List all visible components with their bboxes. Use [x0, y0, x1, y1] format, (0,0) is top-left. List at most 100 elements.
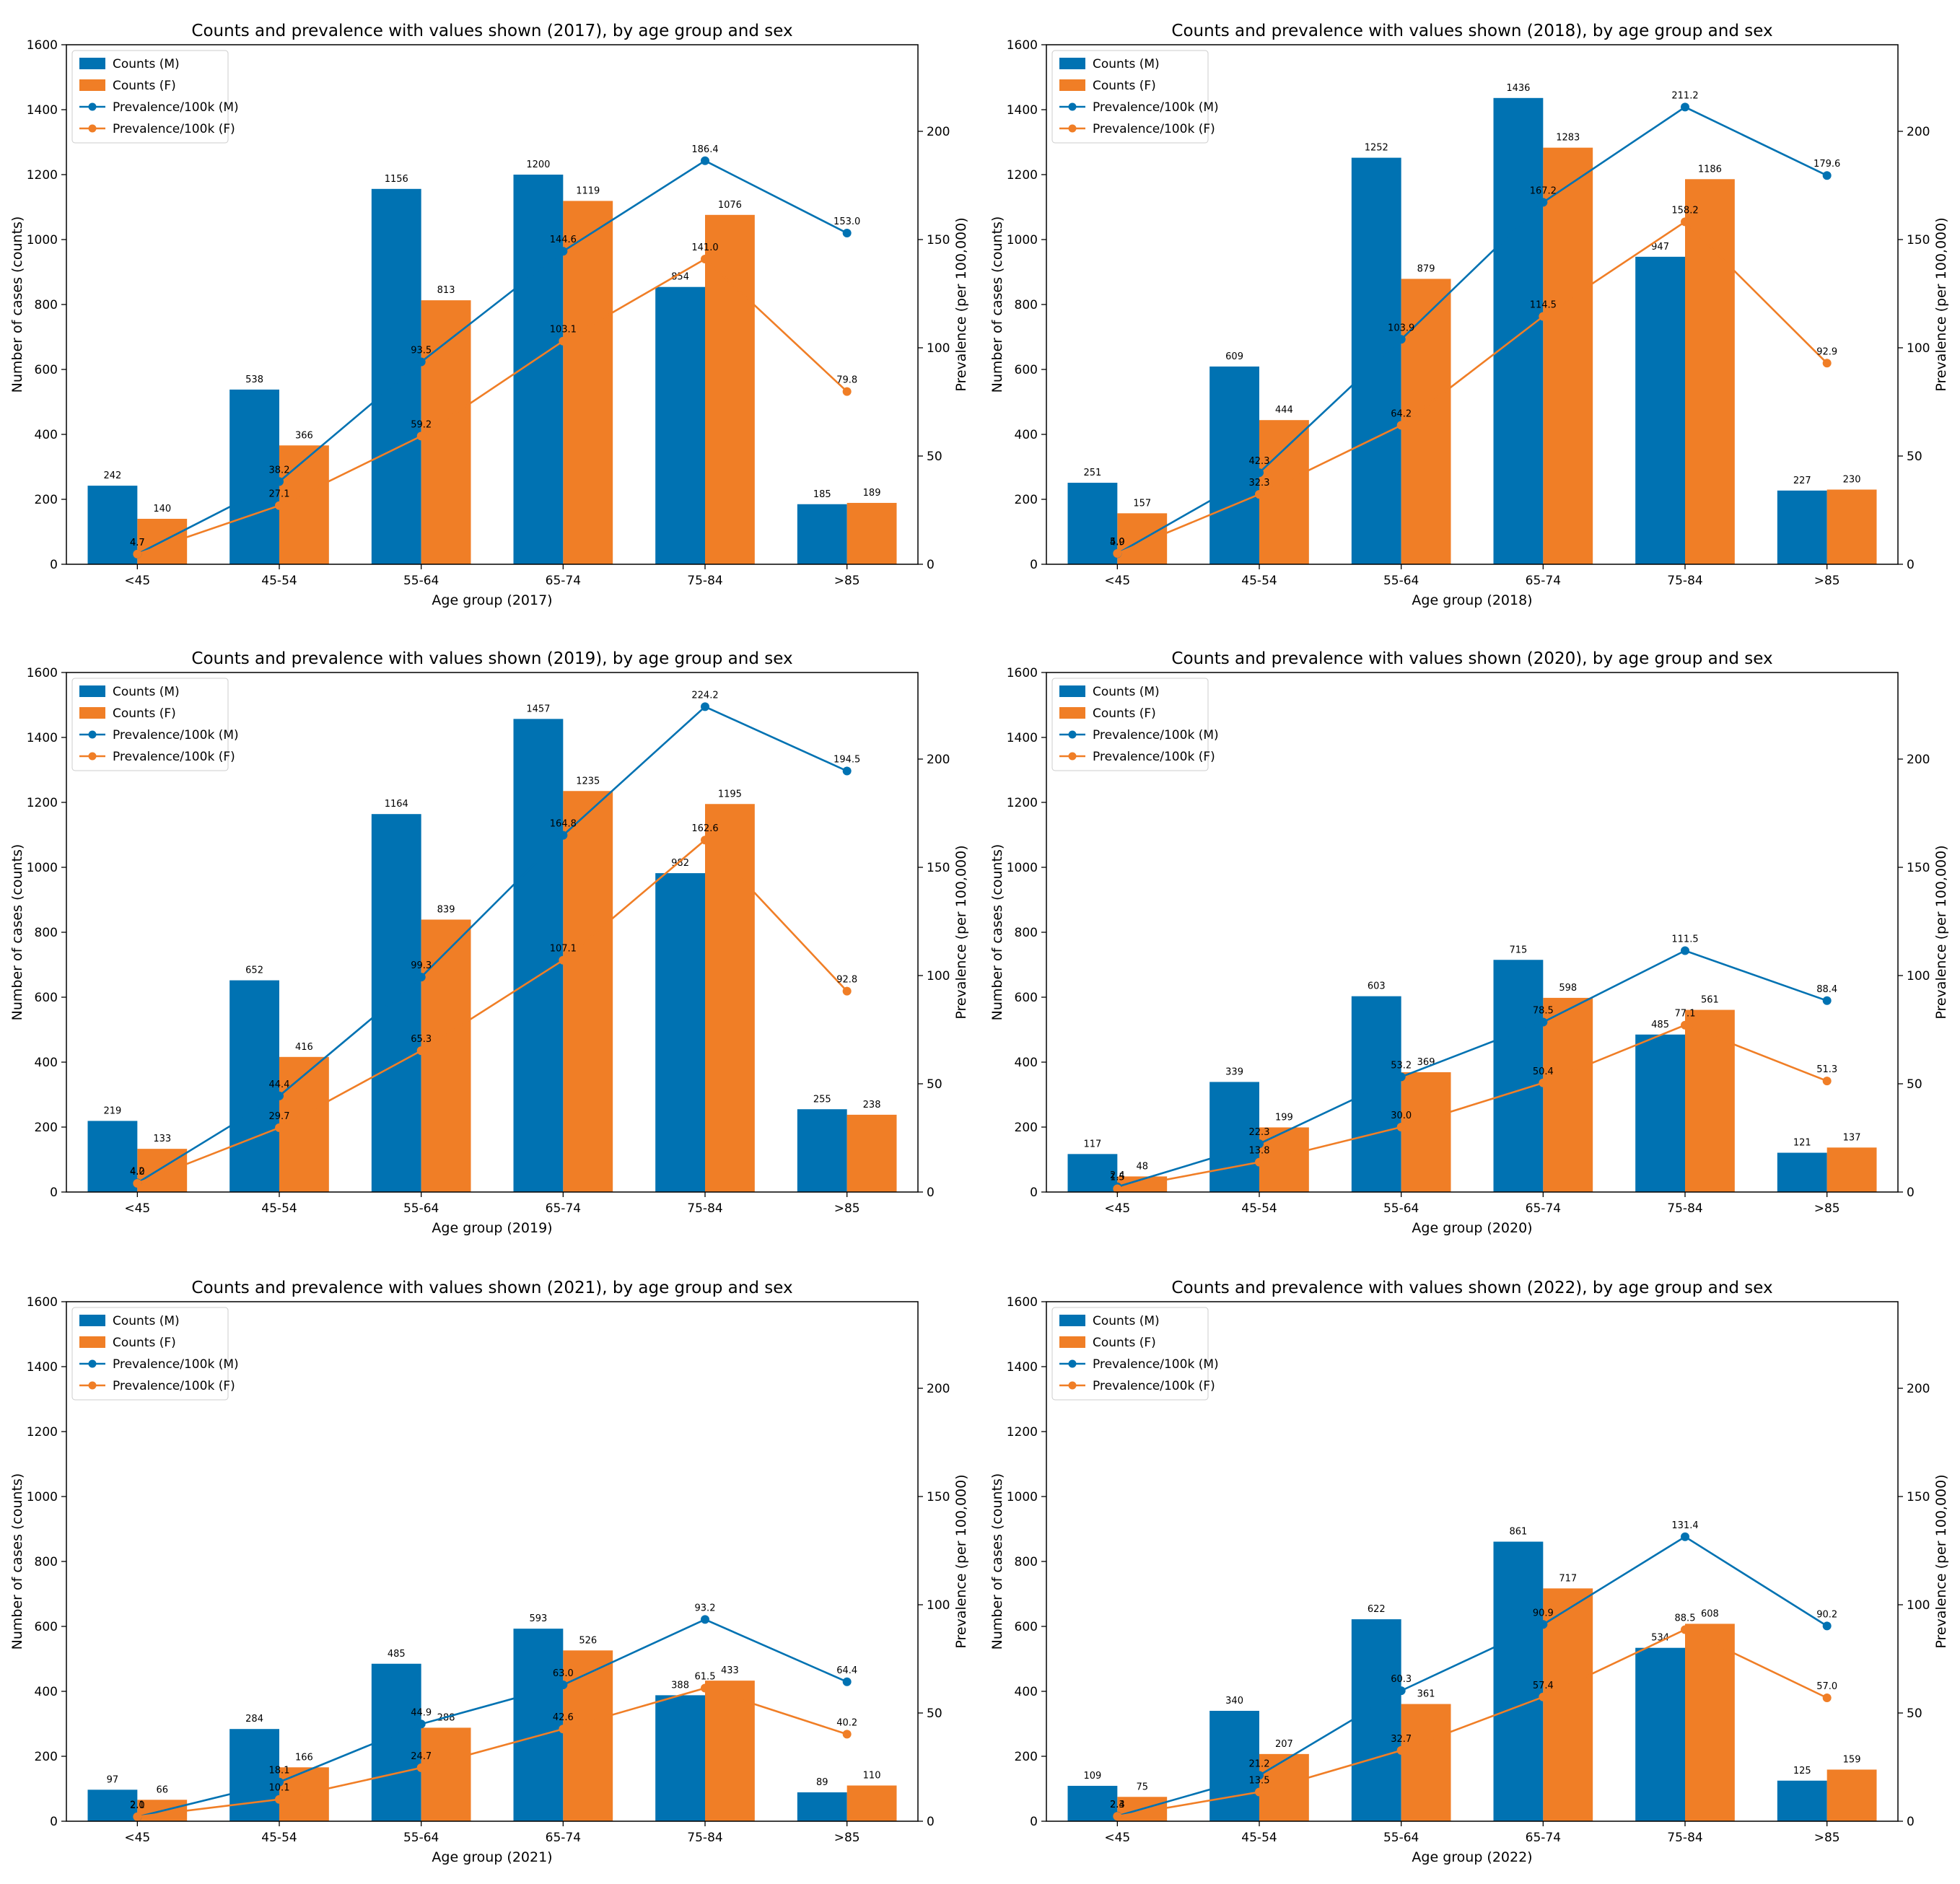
prevalence-value-label: 153.0	[834, 216, 860, 227]
x-tick-label: 65-74	[546, 1831, 581, 1845]
bar-male	[87, 1789, 138, 1821]
y-tick-label: 1400	[27, 731, 58, 745]
prevalence-point	[275, 477, 284, 486]
prevalence-value-label: 63.0	[553, 1668, 574, 1679]
legend-label: Counts (F)	[113, 1336, 176, 1350]
prevalence-point	[1255, 468, 1264, 478]
y-tick-label: 800	[35, 298, 58, 312]
bar-value-label: 598	[1559, 983, 1577, 994]
prevalence-point	[559, 336, 568, 346]
prevalence-value-label: 162.6	[691, 823, 718, 834]
legend-marker	[88, 124, 97, 133]
prevalence-point	[559, 955, 568, 965]
prevalence-point	[1539, 198, 1548, 207]
prevalence-value-label: 64.4	[836, 1665, 857, 1676]
y-tick-label: 1400	[1007, 731, 1038, 745]
bar-value-label: 159	[1843, 1754, 1861, 1765]
legend-label: Counts (M)	[113, 685, 180, 699]
bar-male	[371, 814, 421, 1192]
x-tick-label: <45	[124, 1831, 150, 1845]
prevalence-value-label: 10.1	[269, 1783, 290, 1794]
x-tick-label: 45-54	[1241, 574, 1277, 588]
y2-tick-label: 150	[927, 1490, 950, 1504]
legend-label: Counts (F)	[113, 706, 176, 721]
y-tick-label: 1200	[1007, 796, 1038, 810]
x-axis-label: Age group (2022)	[1412, 1849, 1532, 1865]
prevalence-value-label: 167.2	[1530, 185, 1557, 196]
y-axis-label: Number of cases (counts)	[9, 844, 25, 1021]
bar-male	[371, 188, 421, 564]
y-tick-label: 1200	[1007, 1425, 1038, 1440]
prevalence-line-male	[137, 1618, 848, 1818]
bar-value-label: 538	[245, 374, 263, 385]
bar-value-label: 366	[295, 430, 313, 441]
prevalence-value-label: 51.3	[1816, 1064, 1837, 1075]
prevalence-point	[1396, 421, 1406, 430]
legend-label: Prevalence/100k (F)	[113, 750, 235, 764]
prevalence-line-male	[136, 159, 848, 556]
prevalence-point	[275, 1795, 284, 1804]
bar-male	[1493, 1541, 1544, 1821]
prevalence-point	[1822, 1621, 1832, 1631]
prevalence-value-label: 211.2	[1671, 90, 1698, 101]
bar-female	[279, 1056, 329, 1192]
legend-box	[1051, 678, 1209, 771]
prevalence-point	[275, 1123, 284, 1132]
prevalence-point	[559, 831, 568, 840]
prevalence-line-female	[1117, 1629, 1828, 1818]
y2-tick-label: 200	[1907, 1382, 1930, 1396]
y-tick-label: 1600	[27, 38, 58, 53]
bar-value-label: 140	[153, 504, 171, 514]
prevalence-value-label: 77.1	[1675, 1009, 1696, 1020]
prevalence-value-label: 32.7	[1391, 1734, 1412, 1745]
y-tick-label: 1400	[1007, 1360, 1038, 1375]
y-axis-label: Number of cases (counts)	[989, 1473, 1005, 1650]
bar-value-label: 1283	[1556, 133, 1580, 144]
x-tick-label: 65-74	[546, 1201, 581, 1216]
bar-female	[1685, 179, 1735, 565]
prevalence-line-female	[137, 1687, 848, 1818]
prevalence-point	[1681, 1625, 1689, 1634]
y2-axis-label: Prevalence (per 100,000)	[953, 845, 969, 1019]
legend-swatch	[1059, 707, 1085, 719]
y2-tick-label: 50	[1907, 1077, 1922, 1092]
bar-male	[1067, 1785, 1118, 1821]
x-tick-label: 45-54	[261, 1831, 297, 1845]
prevalence-value-label: 4.9	[1110, 537, 1125, 548]
prevalence-point	[1681, 946, 1689, 955]
prevalence-value-label: 158.2	[1671, 205, 1698, 216]
bar-female	[421, 300, 471, 564]
bar-female	[1826, 489, 1877, 564]
legend-label: Counts (F)	[1093, 706, 1156, 721]
prevalence-value-label: 141.0	[691, 242, 718, 253]
prevalence-value-label: 44.4	[269, 1079, 290, 1090]
y-tick-label: 0	[50, 558, 58, 572]
bar-male	[797, 504, 847, 564]
y2-axis-label: Prevalence (per 100,000)	[1933, 845, 1949, 1019]
x-tick-label: 55-64	[403, 1201, 439, 1216]
bar-value-label: 110	[863, 1771, 881, 1782]
bar-male	[1209, 1082, 1259, 1192]
prevalence-point	[133, 1179, 142, 1188]
prevalence-point	[1255, 1157, 1264, 1167]
prevalence-point	[1822, 1694, 1832, 1702]
chart-panel: Counts and prevalence with values shown …	[989, 649, 1949, 1236]
bar-value-label: 284	[245, 1714, 263, 1725]
x-tick-label: 55-64	[403, 1831, 439, 1845]
bar-value-label: 603	[1368, 981, 1386, 992]
prevalence-value-label: 2.0	[130, 1800, 145, 1811]
x-axis-label: Age group (2021)	[432, 1849, 552, 1865]
bar-female	[563, 791, 613, 1192]
legend-swatch	[1059, 685, 1085, 697]
bar-value-label: 137	[1843, 1132, 1861, 1143]
bar-value-label: 717	[1559, 1573, 1577, 1584]
prevalence-value-label: 57.0	[1816, 1681, 1837, 1692]
x-tick-label: >85	[1814, 1831, 1840, 1845]
bar-value-label: 199	[1275, 1112, 1293, 1123]
bar-female	[846, 1114, 897, 1192]
y-axis-label: Number of cases (counts)	[9, 1473, 25, 1650]
y-tick-label: 1600	[1007, 1295, 1038, 1310]
y-tick-label: 800	[35, 1555, 58, 1569]
prevalence-point	[1255, 490, 1264, 499]
bar-male	[797, 1109, 847, 1192]
